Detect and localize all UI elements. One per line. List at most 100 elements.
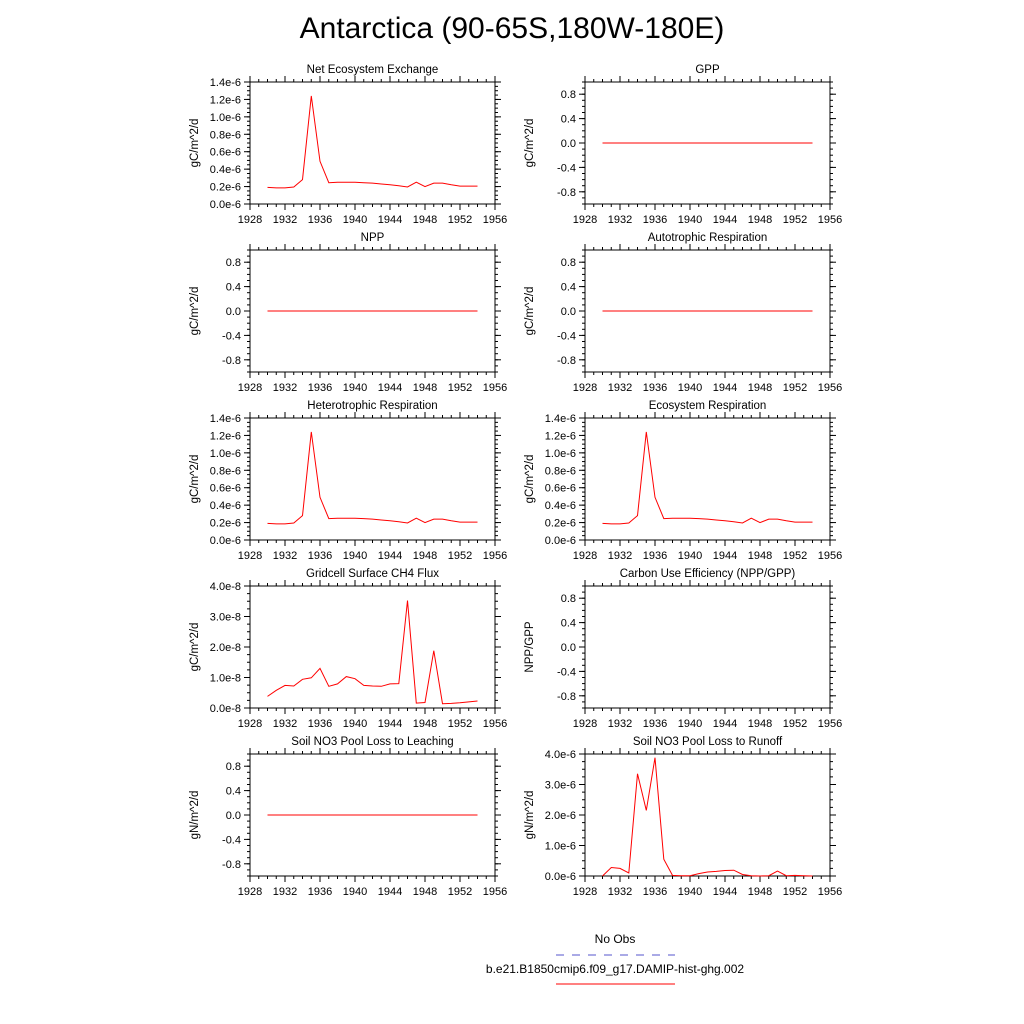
y-tick-label: 0.4e-6 <box>545 500 576 512</box>
panel-8: Carbon Use Efficiency (NPP/GPP) NPP/GPP 19… <box>524 568 842 730</box>
y-tick-label: 3.0e-6 <box>545 780 576 792</box>
panel-title: Soil NO3 Pool Loss to Runoff <box>633 736 783 748</box>
panel-ylabel: gN/m^2/d <box>524 791 536 840</box>
y-tick-label: 0.8 <box>561 89 576 101</box>
x-tick-label: 1944 <box>378 886 402 898</box>
y-tick-label: -0.4 <box>557 666 576 678</box>
x-tick-label: 1936 <box>643 382 667 394</box>
panel-ylabel: NPP/GPP <box>524 621 536 672</box>
panel-ylabel: gC/m^2/d <box>189 119 201 168</box>
x-tick-label: 1944 <box>378 550 402 562</box>
x-tick-label: 1952 <box>783 550 807 562</box>
y-tick-label: 1.0e-6 <box>210 448 241 460</box>
y-tick-label: 0.6e-6 <box>210 147 241 159</box>
x-tick-label: 1948 <box>413 382 437 394</box>
x-tick-label: 1952 <box>783 214 807 226</box>
x-tick-label: 1944 <box>713 382 737 394</box>
y-tick-label: 0.0e-8 <box>210 703 241 715</box>
panel-ylabel: gC/m^2/d <box>189 455 201 504</box>
y-tick-label: 1.0e-6 <box>210 112 241 124</box>
x-tick-label: 1944 <box>713 886 737 898</box>
series-line-1 <box>267 600 478 705</box>
x-tick-label: 1932 <box>608 718 632 730</box>
y-tick-label: -0.8 <box>222 859 241 871</box>
x-tick-label: 1952 <box>783 886 807 898</box>
panel-4: Autotrophic Respiration gC/m^2/d 1928 1932 1… <box>524 232 842 394</box>
x-tick-label: 1948 <box>748 718 772 730</box>
x-tick-label: 1928 <box>238 382 262 394</box>
y-tick-label: 2.0e-8 <box>210 642 241 654</box>
panel-5: Heterotrophic Respiration gC/m^2/d 1928 193… <box>189 400 507 562</box>
panel-9: Soil NO3 Pool Loss to Leaching gN/m^2/d 19… <box>189 736 507 898</box>
panel-title: Carbon Use Efficiency (NPP/GPP) <box>620 568 796 580</box>
x-tick-label: 1940 <box>678 550 702 562</box>
x-tick-label: 1932 <box>608 382 632 394</box>
x-tick-label: 1928 <box>573 382 597 394</box>
x-tick-label: 1932 <box>608 886 632 898</box>
series-line-1 <box>267 95 478 189</box>
x-tick-label: 1948 <box>748 214 772 226</box>
y-tick-label: 0.4 <box>561 114 576 126</box>
y-tick-label: 4.0e-6 <box>545 749 576 761</box>
x-tick-label: 1956 <box>818 382 842 394</box>
x-tick-label: 1956 <box>483 550 507 562</box>
y-tick-label: -0.8 <box>557 355 576 367</box>
x-tick-label: 1936 <box>643 550 667 562</box>
y-tick-label: 0.8 <box>561 257 576 269</box>
x-tick-label: 1940 <box>678 718 702 730</box>
panel-ylabel: gC/m^2/d <box>524 455 536 504</box>
x-tick-label: 1948 <box>748 886 772 898</box>
x-tick-label: 1956 <box>818 550 842 562</box>
y-tick-label: 3.0e-8 <box>210 612 241 624</box>
series-line-1 <box>602 431 813 525</box>
x-tick-label: 1936 <box>308 214 332 226</box>
y-tick-label: 0.8 <box>226 257 241 269</box>
x-tick-label: 1932 <box>273 718 297 730</box>
panel-10: Soil NO3 Pool Loss to Runoff gN/m^2/d 1928… <box>524 736 842 898</box>
y-tick-label: 0.0 <box>561 306 576 318</box>
x-tick-label: 1948 <box>413 214 437 226</box>
legend-model-label: b.e21.B1850cmip6.f09_g17.DAMIP-hist-ghg.… <box>485 962 745 976</box>
x-tick-label: 1952 <box>783 718 807 730</box>
y-tick-label: 0.6e-6 <box>210 483 241 495</box>
x-tick-label: 1932 <box>273 550 297 562</box>
y-tick-label: 0.4 <box>226 786 241 798</box>
panel-ylabel: gC/m^2/d <box>524 287 536 336</box>
y-tick-label: 1.2e-6 <box>210 430 241 442</box>
panel-title: Net Ecosystem Exchange <box>307 64 439 76</box>
y-tick-label: -0.8 <box>557 187 576 199</box>
y-tick-label: 0.2e-6 <box>210 518 241 530</box>
y-tick-label: -0.4 <box>222 330 241 342</box>
x-tick-label: 1932 <box>273 382 297 394</box>
x-tick-label: 1944 <box>378 718 402 730</box>
x-tick-label: 1952 <box>448 886 472 898</box>
panel-title: Gridcell Surface CH4 Flux <box>306 568 439 580</box>
x-tick-label: 1952 <box>448 550 472 562</box>
y-tick-label: 0.4 <box>561 282 576 294</box>
x-tick-label: 1928 <box>238 718 262 730</box>
y-tick-label: -0.4 <box>557 162 576 174</box>
panel-title: GPP <box>695 64 720 76</box>
x-tick-label: 1956 <box>483 214 507 226</box>
x-tick-label: 1928 <box>573 550 597 562</box>
x-tick-label: 1956 <box>483 382 507 394</box>
x-tick-label: 1944 <box>713 550 737 562</box>
y-tick-label: 0.2e-6 <box>545 518 576 530</box>
y-tick-label: 0.0e-6 <box>545 535 576 547</box>
panel-title: Soil NO3 Pool Loss to Leaching <box>291 736 453 748</box>
y-tick-label: 4.0e-8 <box>210 581 241 593</box>
x-tick-label: 1928 <box>573 886 597 898</box>
x-tick-label: 1940 <box>343 718 367 730</box>
x-tick-label: 1956 <box>818 214 842 226</box>
panel-ylabel: gC/m^2/d <box>189 623 201 672</box>
y-tick-label: 0.0e-6 <box>210 535 241 547</box>
panel-2: GPP gC/m^2/d 1928 1932 1936 1940 1944 1948 1952 1… <box>524 64 842 226</box>
x-tick-label: 1936 <box>643 214 667 226</box>
x-tick-label: 1948 <box>413 718 437 730</box>
panel-ylabel: gN/m^2/d <box>189 791 201 840</box>
panel-ylabel: gC/m^2/d <box>189 287 201 336</box>
x-tick-label: 1936 <box>308 382 332 394</box>
series-line-1 <box>267 431 478 525</box>
y-tick-label: 1.2e-6 <box>545 430 576 442</box>
